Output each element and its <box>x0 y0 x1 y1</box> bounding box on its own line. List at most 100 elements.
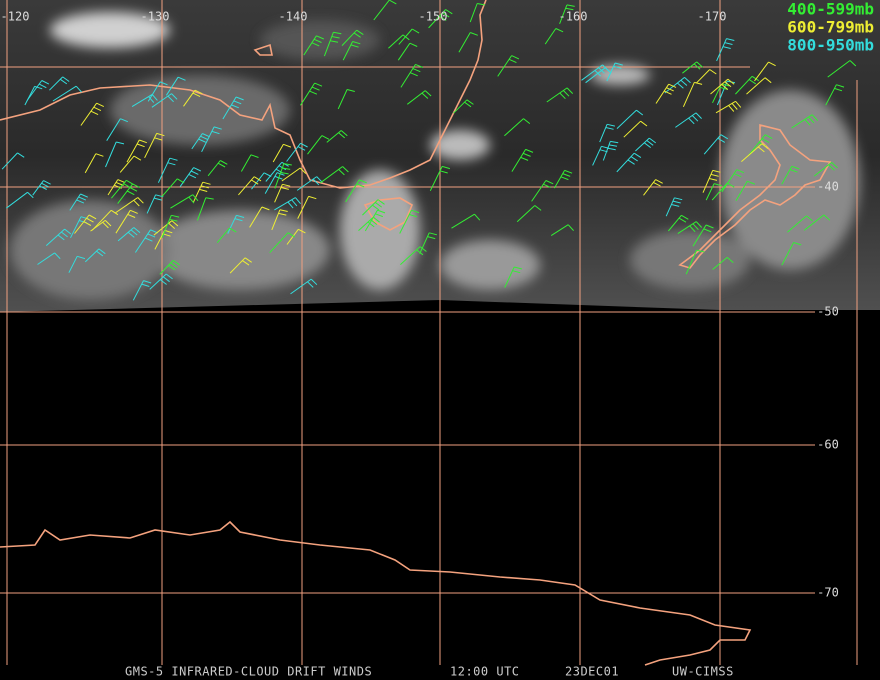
wind-barb <box>45 228 72 246</box>
wind-barb <box>716 38 735 62</box>
wind-barb <box>126 139 147 163</box>
wind-barb <box>179 167 202 187</box>
wind-barb <box>559 4 575 24</box>
wind-barb <box>117 227 141 242</box>
wind-barb <box>115 209 138 234</box>
wind-barb <box>544 28 564 45</box>
wind-barb <box>24 85 43 106</box>
wind-barb <box>685 249 705 275</box>
wind-barb <box>207 160 228 177</box>
longitude-labels: -120 -130 -140 -150 -160 -170 <box>1 10 727 24</box>
wind-barb <box>606 62 623 82</box>
wind-barb <box>373 0 397 21</box>
wind-barb <box>623 120 648 138</box>
wind-barb <box>1 152 25 170</box>
footer-text: UW-CIMSS <box>672 665 734 679</box>
wind-barb <box>400 246 427 265</box>
wind-barb <box>227 214 245 234</box>
wind-barb <box>161 214 180 238</box>
wind-barb <box>665 197 683 217</box>
wind-barb <box>106 118 128 141</box>
legend-entry: 400-599mb <box>787 0 874 19</box>
latitude-label: -40 <box>817 180 839 194</box>
wind-barb <box>399 209 420 234</box>
wind-barb <box>132 280 152 301</box>
wind-barb <box>345 179 367 203</box>
wind-barb <box>91 209 119 231</box>
wind-barb <box>677 221 703 235</box>
footer-text: 23DEC01 <box>565 665 619 679</box>
wind-barb <box>616 152 642 173</box>
wind-barb <box>229 257 252 274</box>
wind-barb <box>149 273 173 290</box>
wind-barb <box>320 166 349 184</box>
footer-text: GMS-5 INFRARED-CLOUD DRIFT WINDS <box>125 665 372 679</box>
wind-barb <box>32 180 51 196</box>
wind-barb <box>825 84 845 106</box>
wind-barb <box>238 176 262 196</box>
wind-barb <box>813 162 838 177</box>
wind-barb <box>453 99 474 114</box>
wind-barb <box>668 214 689 232</box>
wind-barb <box>307 135 330 155</box>
wind-barb <box>337 89 355 110</box>
wind-barb <box>406 90 432 105</box>
wind-barb <box>516 205 542 223</box>
wind-barb <box>695 69 717 84</box>
wind-barb <box>274 183 291 203</box>
wind-barb <box>715 100 742 114</box>
longitude-label: -170 <box>698 10 727 24</box>
wind-barb <box>193 181 211 203</box>
wind-barb <box>388 34 410 49</box>
wind-barb <box>119 155 142 173</box>
wind-barb <box>682 81 703 108</box>
wind-barb <box>154 229 173 250</box>
wind-barb <box>781 165 800 185</box>
wind-barb <box>791 114 818 129</box>
wind-barb <box>286 142 308 162</box>
wind-barb <box>451 213 481 229</box>
longitude-label: -120 <box>1 10 30 24</box>
clouds <box>10 12 860 300</box>
wind-barb <box>290 278 318 295</box>
coastlines <box>0 0 832 666</box>
wind-barb <box>735 180 755 201</box>
wind-barb <box>105 141 125 168</box>
wind-barb <box>497 55 520 77</box>
wind-barb <box>741 143 769 162</box>
wind-barb <box>504 118 531 137</box>
wind-barb <box>161 178 185 198</box>
wind-barb <box>153 220 179 236</box>
wind-barb <box>546 87 574 103</box>
wind-barb <box>286 228 306 245</box>
wind-barb <box>428 9 453 29</box>
wind-barb <box>511 148 534 172</box>
wind-barb <box>240 154 259 172</box>
wind-barb <box>296 176 323 191</box>
wind-barb <box>458 32 478 53</box>
wind-barb <box>735 75 760 95</box>
longitude-label: -150 <box>419 10 448 24</box>
wind-barb <box>196 197 214 221</box>
wind-barb <box>134 229 159 253</box>
wind-barb <box>397 42 418 61</box>
wind-barb <box>37 252 61 265</box>
wind-barb <box>781 242 802 266</box>
wind-barb <box>711 182 735 201</box>
wind-barb <box>183 89 203 107</box>
wind-barb <box>599 123 616 143</box>
wind-barb <box>712 83 730 104</box>
wind-barb <box>281 167 307 182</box>
wind-barb <box>692 224 714 247</box>
wind-barb <box>400 63 424 88</box>
wind-barb <box>216 227 237 244</box>
wind-barb <box>68 255 86 273</box>
wind-barb <box>721 169 745 193</box>
wind-barb <box>117 183 140 204</box>
wind-barb <box>114 197 144 214</box>
wind-barb <box>269 232 296 253</box>
latitude-labels: -40 -50 -60 -70 <box>817 180 839 600</box>
wind-barb <box>111 179 134 199</box>
